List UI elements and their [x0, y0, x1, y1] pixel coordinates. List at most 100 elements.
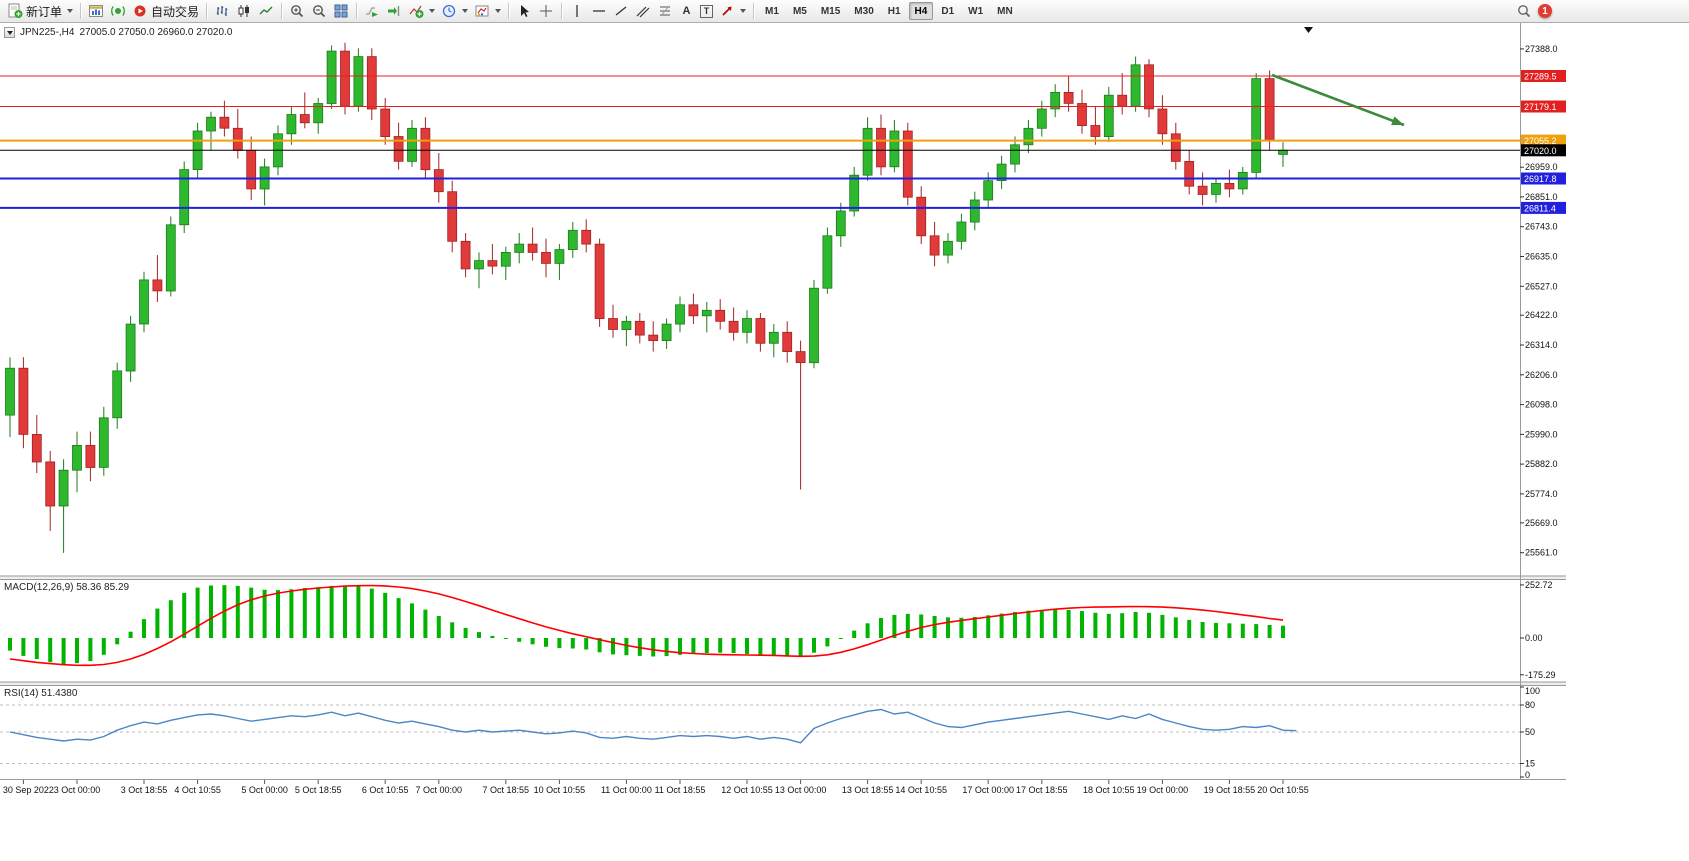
svg-text:5 Oct 00:00: 5 Oct 00:00	[241, 785, 288, 795]
svg-text:25990.0: 25990.0	[1525, 429, 1558, 439]
new-order-icon	[7, 3, 23, 19]
autotrading-button[interactable]: 自动交易	[129, 1, 202, 21]
svg-text:-175.29: -175.29	[1525, 670, 1556, 680]
chevron-down-icon	[740, 9, 747, 13]
svg-text:26422.0: 26422.0	[1525, 310, 1558, 320]
horizontal-line-button[interactable]	[588, 1, 610, 21]
svg-text:26743.0: 26743.0	[1525, 222, 1558, 232]
new-chart-button[interactable]	[85, 1, 107, 21]
svg-text:5 Oct 18:55: 5 Oct 18:55	[295, 785, 342, 795]
auto-scroll-button[interactable]	[361, 1, 383, 21]
svg-text:30 Sep 2022: 30 Sep 2022	[3, 785, 54, 795]
svg-text:26811.4: 26811.4	[1524, 203, 1556, 213]
svg-text:26959.0: 26959.0	[1525, 162, 1558, 172]
symbol-period-label: JPN225-,H4	[20, 27, 75, 38]
text-tool-button[interactable]: A	[676, 1, 697, 21]
cursor-icon	[516, 3, 532, 19]
zoom-in-button[interactable]	[286, 1, 308, 21]
auto-scroll-icon	[364, 3, 380, 19]
tf-button-m5[interactable]: M5	[792, 5, 807, 17]
separator	[281, 3, 283, 19]
separator	[206, 3, 208, 19]
text-label-tool-button[interactable]: T	[697, 1, 716, 21]
tf-button-m30[interactable]: M30	[854, 5, 874, 17]
fibonacci-button[interactable]	[654, 1, 676, 21]
crosshair-button[interactable]	[535, 1, 557, 21]
collapse-chart-icon[interactable]	[4, 27, 15, 38]
zoom-out-button[interactable]	[308, 1, 330, 21]
toolbar-right-group: 1	[1516, 3, 1552, 19]
clock-icon	[441, 3, 457, 19]
svg-text:11 Oct 00:00: 11 Oct 00:00	[601, 785, 652, 795]
ohlc-values-label: 27005.0 27050.0 26960.0 27020.0	[79, 27, 233, 38]
horizontal-line-icon	[591, 3, 607, 19]
macd-indicator: 252.72 0.00 -175.29	[8, 580, 1556, 680]
support-resistance-lines[interactable]	[0, 75, 1520, 209]
chevron-down-icon	[495, 9, 502, 13]
autotrading-icon	[132, 3, 148, 19]
price-scale[interactable]: 27388.0 26959.0 26851.0 26743.0 26635.0 26527…	[1520, 44, 1566, 558]
svg-text:0: 0	[1525, 770, 1530, 780]
svg-text:25882.0: 25882.0	[1525, 459, 1558, 469]
tf-button-h1[interactable]: H1	[887, 5, 901, 17]
tf-button-m15[interactable]: M15	[820, 5, 841, 17]
chart-canvas[interactable]: 27388.0 26959.0 26851.0 26743.0 26635.0 26527…	[0, 23, 1689, 799]
chart-dropdown-arrow-icon[interactable]	[1304, 27, 1313, 33]
arrows-tool-button[interactable]	[716, 1, 749, 21]
zoom-in-icon	[289, 3, 305, 19]
tf-button-d1[interactable]: D1	[941, 5, 955, 17]
svg-text:18 Oct 10:55: 18 Oct 10:55	[1083, 785, 1135, 795]
candlestick-icon	[236, 3, 252, 19]
chart-shift-icon	[386, 3, 402, 19]
svg-text:26635.0: 26635.0	[1525, 252, 1558, 262]
new-order-button[interactable]: 新订单	[4, 1, 76, 21]
svg-text:27055.2: 27055.2	[1524, 136, 1557, 146]
svg-text:6 Oct 10:55: 6 Oct 10:55	[362, 785, 409, 795]
pane-frame	[0, 23, 1566, 780]
separator	[753, 3, 755, 19]
tf-button-mn[interactable]: MN	[997, 5, 1013, 17]
svg-text:19 Oct 00:00: 19 Oct 00:00	[1137, 785, 1189, 795]
search-icon[interactable]	[1516, 3, 1532, 19]
fibonacci-icon	[657, 3, 673, 19]
market-watch-button[interactable]	[107, 1, 129, 21]
new-order-label: 新订单	[26, 4, 63, 19]
trendline-button[interactable]	[610, 1, 632, 21]
time-scale[interactable]: 30 Sep 2022 3 Oct 00:00 3 Oct 18:55 4 Oct 1…	[3, 780, 1309, 795]
trend-arrow-annotation[interactable]	[1271, 73, 1405, 127]
svg-text:26527.0: 26527.0	[1525, 281, 1558, 291]
separator	[356, 3, 358, 19]
channel-button[interactable]	[632, 1, 654, 21]
chart-window[interactable]: 27388.0 26959.0 26851.0 26743.0 26635.0 26527…	[0, 23, 1689, 799]
svg-text:25669.0: 25669.0	[1525, 518, 1558, 528]
tf-button-w1[interactable]: W1	[968, 5, 984, 17]
indicators-button[interactable]	[405, 1, 438, 21]
tf-button-h4[interactable]: H4	[908, 2, 934, 20]
svg-text:27289.5: 27289.5	[1524, 72, 1557, 82]
templates-button[interactable]	[471, 1, 504, 21]
tile-windows-button[interactable]	[330, 1, 352, 21]
bar-chart-type-button[interactable]	[211, 1, 233, 21]
separator	[80, 3, 82, 19]
svg-text:26917.8: 26917.8	[1524, 174, 1557, 184]
rsi-indicator-label: RSI(14) 51.4380	[4, 688, 78, 699]
cursor-button[interactable]	[513, 1, 535, 21]
svg-text:25561.0: 25561.0	[1525, 548, 1558, 558]
svg-text:0.00: 0.00	[1525, 633, 1543, 643]
svg-text:26206.0: 26206.0	[1525, 370, 1558, 380]
chevron-down-icon	[67, 9, 74, 13]
svg-text:7 Oct 18:55: 7 Oct 18:55	[483, 785, 530, 795]
candlestick-type-button[interactable]	[233, 1, 255, 21]
periods-button[interactable]	[438, 1, 471, 21]
market-watch-icon	[110, 3, 126, 19]
svg-text:50: 50	[1525, 727, 1535, 737]
svg-text:7 Oct 00:00: 7 Oct 00:00	[416, 785, 463, 795]
svg-text:3 Oct 18:55: 3 Oct 18:55	[121, 785, 168, 795]
chart-shift-button[interactable]	[383, 1, 405, 21]
tf-button-m1[interactable]: M1	[765, 5, 779, 17]
notification-badge[interactable]: 1	[1538, 4, 1552, 18]
vertical-line-button[interactable]	[566, 1, 588, 21]
chevron-down-icon	[462, 9, 469, 13]
line-chart-type-button[interactable]	[255, 1, 277, 21]
